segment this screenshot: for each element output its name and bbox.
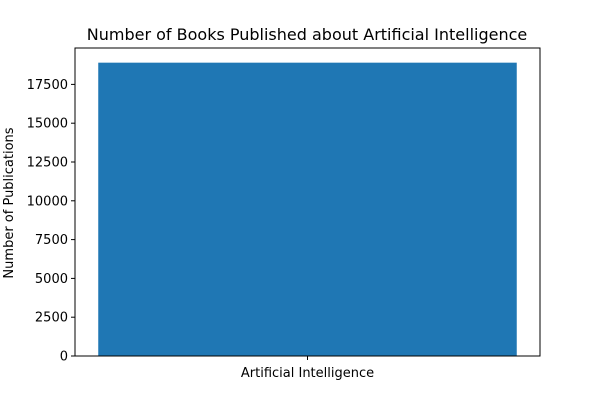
y-tick-label-1: 2500 [35,311,68,326]
x-tick-label-0: Artificial Intelligence [241,366,374,381]
axes-frame [74,47,541,357]
y-tick-label-0: 0 [60,350,68,365]
y-axis-label: Number of Publications [2,127,17,278]
chart-title: Number of Books Published about Artifici… [87,25,527,44]
y-tick-label-4: 10000 [27,194,68,209]
y-tick-label-5: 12500 [27,155,68,170]
y-tick-label-7: 17500 [27,78,68,93]
y-tick-label-3: 7500 [35,233,68,248]
plot-area: Artificial Intelligence 0 2500 5000 7500 1000… [27,47,541,381]
y-tick-label-2: 5000 [35,272,68,287]
bar-0 [98,62,517,357]
y-tick-label-6: 15000 [27,117,68,132]
